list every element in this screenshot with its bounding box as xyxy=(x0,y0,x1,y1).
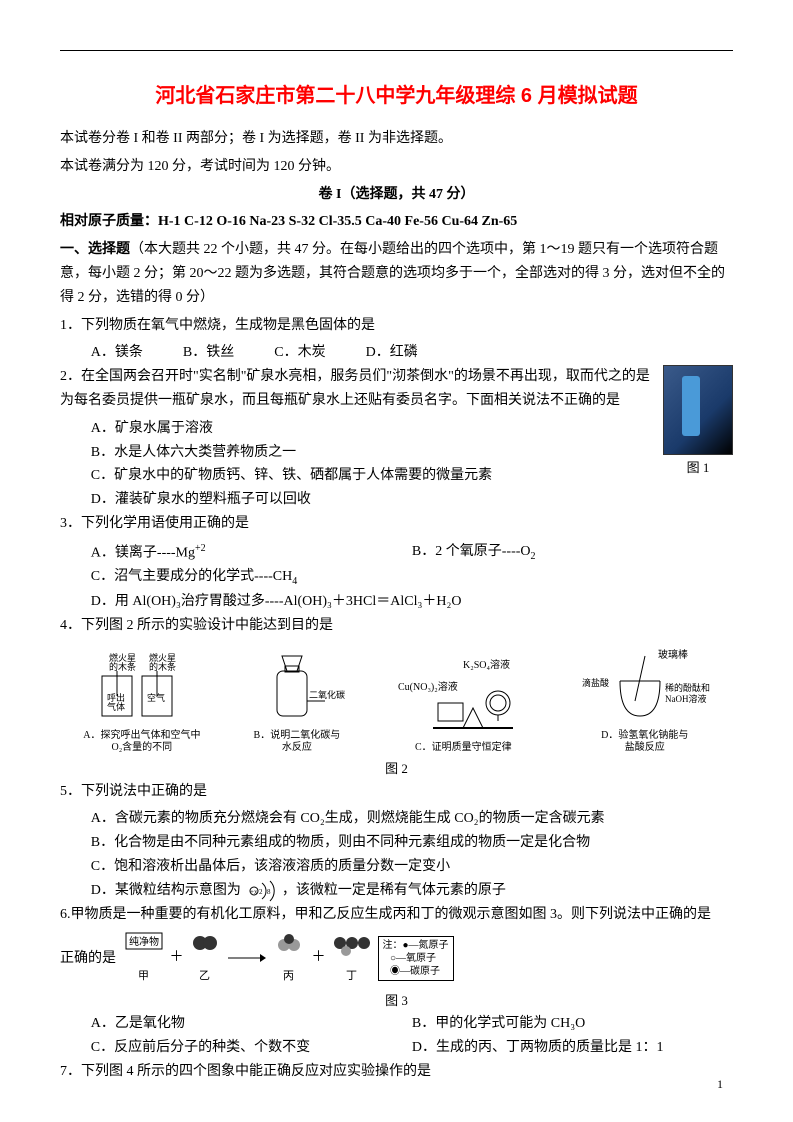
q6-opt-d: D．生成的丙、丁两物质的质量比是 1：1 xyxy=(412,1036,733,1060)
svg-text:8: 8 xyxy=(267,888,271,896)
q6-opt-b: B．甲的化学式可能为 CH₃O xyxy=(412,1012,733,1036)
svg-text:滴盐酸: 滴盐酸 xyxy=(582,677,609,688)
q4-fig-c-caption: C．证明质量守恒定律 xyxy=(393,742,533,754)
q4-fig-a-caption: A．探究呼出气体和空气中 O₂含量的不同 xyxy=(83,730,200,754)
svg-text:纯净物: 纯净物 xyxy=(129,935,159,948)
arrow-icon xyxy=(226,948,266,968)
q1-stem: 1．下列物质在氧气中燃烧，生成物是黑色固体的是 xyxy=(60,314,733,338)
c-label-2: Cu(NO₃)₂溶液 xyxy=(398,680,458,693)
page-number: 1 xyxy=(717,1074,723,1094)
molecule-bing-icon xyxy=(272,931,306,961)
apparatus-b-icon: 二氧化碳 xyxy=(247,646,347,726)
q4-caption: 图 2 xyxy=(60,758,733,780)
q2-opt-a: A．矿泉水属于溶液 xyxy=(60,417,733,441)
q5-opt-d: D．某微粒结构示意图为 +x 2 8 ，该微粒一定是稀有气体元素的原子 xyxy=(60,879,733,903)
q4-stem: 4．下列图 2 所示的实验设计中能达到目的是 xyxy=(60,614,733,638)
plus-icon: ＋ xyxy=(170,946,184,970)
apparatus-a-icon: 燃火星 的木条 燃火星 的木条 呼出 气体 空气 xyxy=(87,646,197,726)
q4-fig-d: 玻璃棒 滴盐酸 稀的酚酞和 NaOH溶液 D．验氢氧化钠能与 盐酸反应 xyxy=(580,646,710,754)
section1-title: 一、选择题 xyxy=(60,242,130,257)
q3-opt-c: C．沼气主要成分的化学式----CH4 xyxy=(60,565,733,590)
svg-text:二氧化碳: 二氧化碳 xyxy=(309,689,345,700)
bottle-photo xyxy=(663,365,733,455)
q6-figure-row: 正确的是 纯净物 甲 ＋ 乙 丙 ＋ xyxy=(60,931,733,986)
exam-title: 河北省石家庄市第二十八中学九年级理综 6 月模拟试题 xyxy=(60,79,733,113)
q6-opt-c: C．反应前后分子的种类、个数不变 xyxy=(91,1036,412,1060)
molecule-jia-icon: 纯净物 xyxy=(124,931,164,961)
c-label-1: K₂SO₄溶液 xyxy=(463,658,510,671)
q4-fig-b: 二氧化碳 B．说明二氧化碳与 水反应 xyxy=(247,646,347,754)
svg-text:稀的酚酞和: 稀的酚酞和 xyxy=(665,682,710,693)
q3-opt-a: A．镁离子----Mg+2 xyxy=(91,540,412,565)
q2-figure: 图 1 xyxy=(663,365,733,479)
svg-text:2: 2 xyxy=(259,888,263,896)
q6-row1: A．乙是氧化物 B．甲的化学式可能为 CH₃O xyxy=(60,1012,733,1036)
q2-opt-d: D．灌装矿泉水的塑料瓶子可以回收 xyxy=(60,488,733,512)
q1-opt-d: D．红磷 xyxy=(366,341,418,365)
q6-jia: 纯净物 甲 xyxy=(124,931,164,986)
molecule-yi-icon xyxy=(190,931,220,961)
svg-text:的木条: 的木条 xyxy=(149,661,176,672)
atomic-mass-line: 相对原子质量：H-1 C-12 O-16 Na-23 S-32 Cl-35.5 … xyxy=(60,210,733,234)
section-header: 卷 I（选择题，共 47 分） xyxy=(60,183,733,207)
section1-desc: （本大题共 22 个小题，共 47 分。在每小题给出的四个选项中，第 1～19 … xyxy=(60,242,725,305)
q6-caption: 图 3 xyxy=(60,990,733,1012)
q6-diagram: 纯净物 甲 ＋ 乙 丙 ＋ xyxy=(124,931,454,986)
svg-text:的木条: 的木条 xyxy=(109,661,136,672)
svg-text:气体: 气体 xyxy=(107,701,125,712)
apparatus-d-icon: 玻璃棒 滴盐酸 稀的酚酞和 NaOH溶液 xyxy=(580,646,710,726)
atom-structure-icon: +x 2 8 xyxy=(244,879,278,903)
q4-fig-a: 燃火星 的木条 燃火星 的木条 呼出 气体 空气 A．探究呼出气体和空气中 O₂… xyxy=(83,646,200,754)
q2-stem: 2．在全国两会召开时"实名制"矿泉水亮相，服务员们"沏茶倒水"的场景不再出现，取… xyxy=(60,365,733,413)
q6-legend: 注：●—氮原子 ○—氧原子 ◉—碳原子 xyxy=(378,936,454,981)
q6-bing: 丙 xyxy=(272,931,306,986)
svg-text:+x: +x xyxy=(250,888,258,896)
apparatus-c-icon: K₂SO₄溶液 Cu(NO₃)₂溶液 xyxy=(393,658,533,738)
q4-fig-c: K₂SO₄溶液 Cu(NO₃)₂溶液 C．证明质量守恒定律 xyxy=(393,658,533,754)
q5-opt-c: C．饱和溶液析出晶体后，该溶液溶质的质量分数一定变小 xyxy=(60,855,733,879)
q5-stem: 5．下列说法中正确的是 xyxy=(60,780,733,804)
q6-yi: 乙 xyxy=(190,931,220,986)
section-header-text: 卷 I（选择题，共 47 分） xyxy=(319,187,475,202)
q3-stem: 3．下列化学用语使用正确的是 xyxy=(60,512,733,536)
plus-icon-2: ＋ xyxy=(312,946,326,970)
q2-fig-caption: 图 1 xyxy=(663,457,733,479)
intro-line-2: 本试卷满分为 120 分，考试时间为 120 分钟。 xyxy=(60,155,733,179)
q1-options: A．镁条 B．铁丝 C．木炭 D．红磷 xyxy=(60,341,733,365)
q6-ding: 丁 xyxy=(332,931,372,986)
top-rule xyxy=(60,50,733,51)
q2-opt-c: C．矿泉水中的矿物质钙、锌、铁、硒都属于人体需要的微量元素 xyxy=(60,464,733,488)
q2-block: 图 1 2．在全国两会召开时"实名制"矿泉水亮相，服务员们"沏茶倒水"的场景不再… xyxy=(60,365,733,512)
svg-text:玻璃棒: 玻璃棒 xyxy=(658,648,688,661)
q1-opt-b: B．铁丝 xyxy=(183,341,234,365)
q4-fig-b-caption: B．说明二氧化碳与 水反应 xyxy=(247,730,347,754)
svg-text:空气: 空气 xyxy=(147,692,165,703)
q3-opt-b: B．2 个氧原子----O2 xyxy=(412,540,733,565)
q5-opt-b: B．化合物是由不同种元素组成的物质，则由不同种元素组成的物质一定是化合物 xyxy=(60,831,733,855)
q4-fig-d-caption: D．验氢氧化钠能与 盐酸反应 xyxy=(580,730,710,754)
q2-opt-b: B．水是人体六大类营养物质之一 xyxy=(60,441,733,465)
q3-row1: A．镁离子----Mg+2 B．2 个氧原子----O2 xyxy=(60,540,733,565)
q6-opt-a: A．乙是氧化物 xyxy=(91,1012,412,1036)
molecule-ding-icon xyxy=(332,931,372,961)
q7-stem: 7．下列图 4 所示的四个图象中能正确反应对应实验操作的是 xyxy=(60,1060,733,1084)
q4-figures: 燃火星 的木条 燃火星 的木条 呼出 气体 空气 A．探究呼出气体和空气中 O₂… xyxy=(60,646,733,754)
intro-line-1: 本试卷分卷 I 和卷 II 两部分；卷 I 为选择题，卷 II 为非选择题。 xyxy=(60,127,733,151)
q6-stem: 6.甲物质是一种重要的有机化工原料，甲和乙反应生成丙和丁的微观示意图如图 3。则… xyxy=(60,903,733,927)
q5-opt-a: A．含碳元素的物质充分燃烧会有 CO₂生成，则燃烧能生成 CO₂的物质一定含碳元… xyxy=(60,807,733,831)
q1-opt-a: A．镁条 xyxy=(91,341,143,365)
q6-row2: C．反应前后分子的种类、个数不变 D．生成的丙、丁两物质的质量比是 1：1 xyxy=(60,1036,733,1060)
svg-text:NaOH溶液: NaOH溶液 xyxy=(665,693,707,704)
section1-heading: 一、选择题（本大题共 22 个小题，共 47 分。在每小题给出的四个选项中，第 … xyxy=(60,238,733,309)
q3-opt-d: D．用 Al(OH)₃治疗胃酸过多----Al(OH)₃＋3HCl＝AlCl₃＋… xyxy=(60,590,733,614)
q1-opt-c: C．木炭 xyxy=(274,341,325,365)
